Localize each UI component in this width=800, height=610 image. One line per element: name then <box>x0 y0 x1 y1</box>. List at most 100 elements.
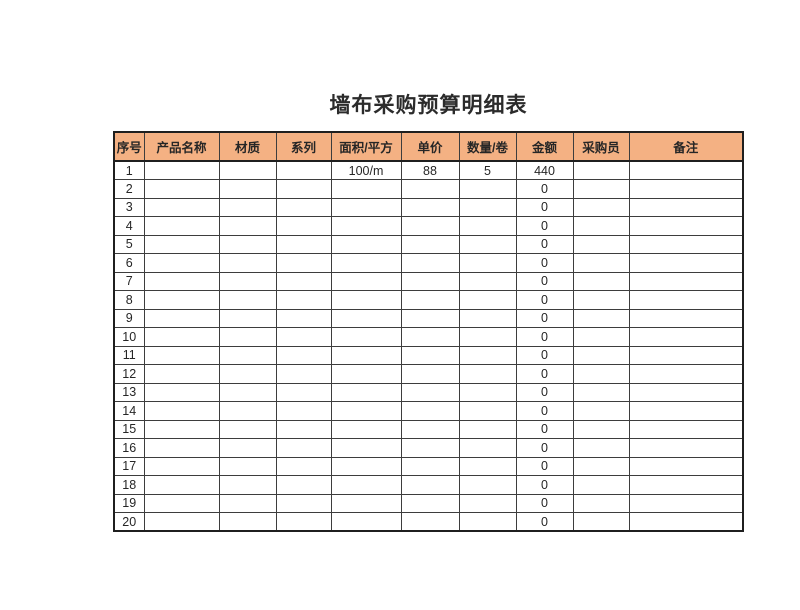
table-cell-index: 7 <box>113 271 145 291</box>
table-cell-unit-price <box>400 475 460 495</box>
table-cell-material <box>218 216 277 236</box>
table-cell-series <box>275 382 332 402</box>
table-cell-index: 4 <box>113 216 145 236</box>
table-cell-material <box>218 234 277 254</box>
table-cell-index: 15 <box>113 419 145 439</box>
table-cell-material <box>218 456 277 476</box>
table-cell-index: 12 <box>113 364 145 384</box>
table-cell-area-per-sqm <box>330 271 402 291</box>
table-cell-remarks <box>628 308 744 328</box>
table-cell-quantity-per-roll <box>458 364 517 384</box>
table-cell-buyer <box>572 456 630 476</box>
table-header: 序号 产品名称 材质 系列 面积/平方 单价 数量/卷 金额 采购员 备注 <box>113 131 744 162</box>
table-cell-series <box>275 456 332 476</box>
table-cell-remarks <box>628 382 744 402</box>
table-cell-index: 5 <box>113 234 145 254</box>
table-cell-material <box>218 160 277 180</box>
table-row: 18 0 <box>113 475 744 495</box>
table-cell-product-name <box>143 345 220 365</box>
table-cell-material <box>218 271 277 291</box>
table-row: 11 0 <box>113 345 744 365</box>
table-cell-remarks <box>628 345 744 365</box>
table-row: 10 0 <box>113 327 744 347</box>
table-cell-index: 10 <box>113 327 145 347</box>
table-cell-buyer <box>572 308 630 328</box>
table-cell-quantity-per-roll <box>458 382 517 402</box>
table-cell-series <box>275 438 332 458</box>
table-cell-quantity-per-roll <box>458 327 517 347</box>
table-cell-area-per-sqm <box>330 438 402 458</box>
table-cell-remarks <box>628 290 744 310</box>
table-cell-material <box>218 419 277 439</box>
table-cell-index: 2 <box>113 179 145 199</box>
table-cell-remarks <box>628 216 744 236</box>
table-row: 12 0 <box>113 364 744 384</box>
table-cell-unit-price <box>400 419 460 439</box>
table-cell-material <box>218 345 277 365</box>
table-cell-product-name <box>143 493 220 513</box>
table-row: 1 100/m 88 5 440 <box>113 160 744 180</box>
table-cell-series <box>275 234 332 254</box>
table-cell-unit-price <box>400 234 460 254</box>
table-cell-buyer <box>572 234 630 254</box>
table-cell-index: 9 <box>113 308 145 328</box>
table-cell-series <box>275 271 332 291</box>
table-cell-series <box>275 197 332 217</box>
table-cell-material <box>218 512 277 532</box>
table-cell-product-name <box>143 438 220 458</box>
table-cell-series <box>275 419 332 439</box>
table-cell-unit-price <box>400 308 460 328</box>
table-cell-material <box>218 179 277 199</box>
table-cell-unit-price <box>400 290 460 310</box>
table-cell-index: 6 <box>113 253 145 273</box>
table-cell-quantity-per-roll <box>458 345 517 365</box>
table-cell-material <box>218 308 277 328</box>
table-cell-amount: 0 <box>515 512 574 532</box>
table-cell-product-name <box>143 475 220 495</box>
table-cell-quantity-per-roll <box>458 438 517 458</box>
table-cell-amount: 440 <box>515 160 574 180</box>
table-cell-buyer <box>572 271 630 291</box>
table-row: 15 0 <box>113 419 744 439</box>
table-cell-amount: 0 <box>515 290 574 310</box>
table-cell-area-per-sqm <box>330 308 402 328</box>
table-cell-unit-price <box>400 179 460 199</box>
table-row: 20 0 <box>113 512 744 532</box>
table-cell-index: 13 <box>113 382 145 402</box>
table-cell-unit-price <box>400 493 460 513</box>
table-cell-product-name <box>143 271 220 291</box>
table-cell-amount: 0 <box>515 234 574 254</box>
table-cell-area-per-sqm <box>330 216 402 236</box>
table-cell-series <box>275 179 332 199</box>
table-cell-remarks <box>628 364 744 384</box>
table-cell-remarks <box>628 419 744 439</box>
table-row: 16 0 <box>113 438 744 458</box>
table-cell-buyer <box>572 290 630 310</box>
table-cell-product-name <box>143 401 220 421</box>
table-row: 19 0 <box>113 493 744 513</box>
table-cell-series <box>275 160 332 180</box>
table-cell-series <box>275 345 332 365</box>
table-cell-remarks <box>628 271 744 291</box>
table-cell-product-name <box>143 419 220 439</box>
table-cell-product-name <box>143 179 220 199</box>
table-row: 14 0 <box>113 401 744 421</box>
table-cell-product-name <box>143 456 220 476</box>
table-cell-area-per-sqm <box>330 253 402 273</box>
table-cell-quantity-per-roll <box>458 179 517 199</box>
table-cell-product-name <box>143 364 220 384</box>
table-cell-remarks <box>628 401 744 421</box>
table-cell-buyer <box>572 364 630 384</box>
table-cell-area-per-sqm <box>330 234 402 254</box>
table-cell-material <box>218 475 277 495</box>
header-cell-series: 系列 <box>275 131 332 162</box>
table-cell-remarks <box>628 197 744 217</box>
table-cell-unit-price <box>400 382 460 402</box>
table-cell-product-name <box>143 308 220 328</box>
table-cell-unit-price <box>400 345 460 365</box>
table-cell-area-per-sqm <box>330 327 402 347</box>
table-cell-quantity-per-roll <box>458 234 517 254</box>
